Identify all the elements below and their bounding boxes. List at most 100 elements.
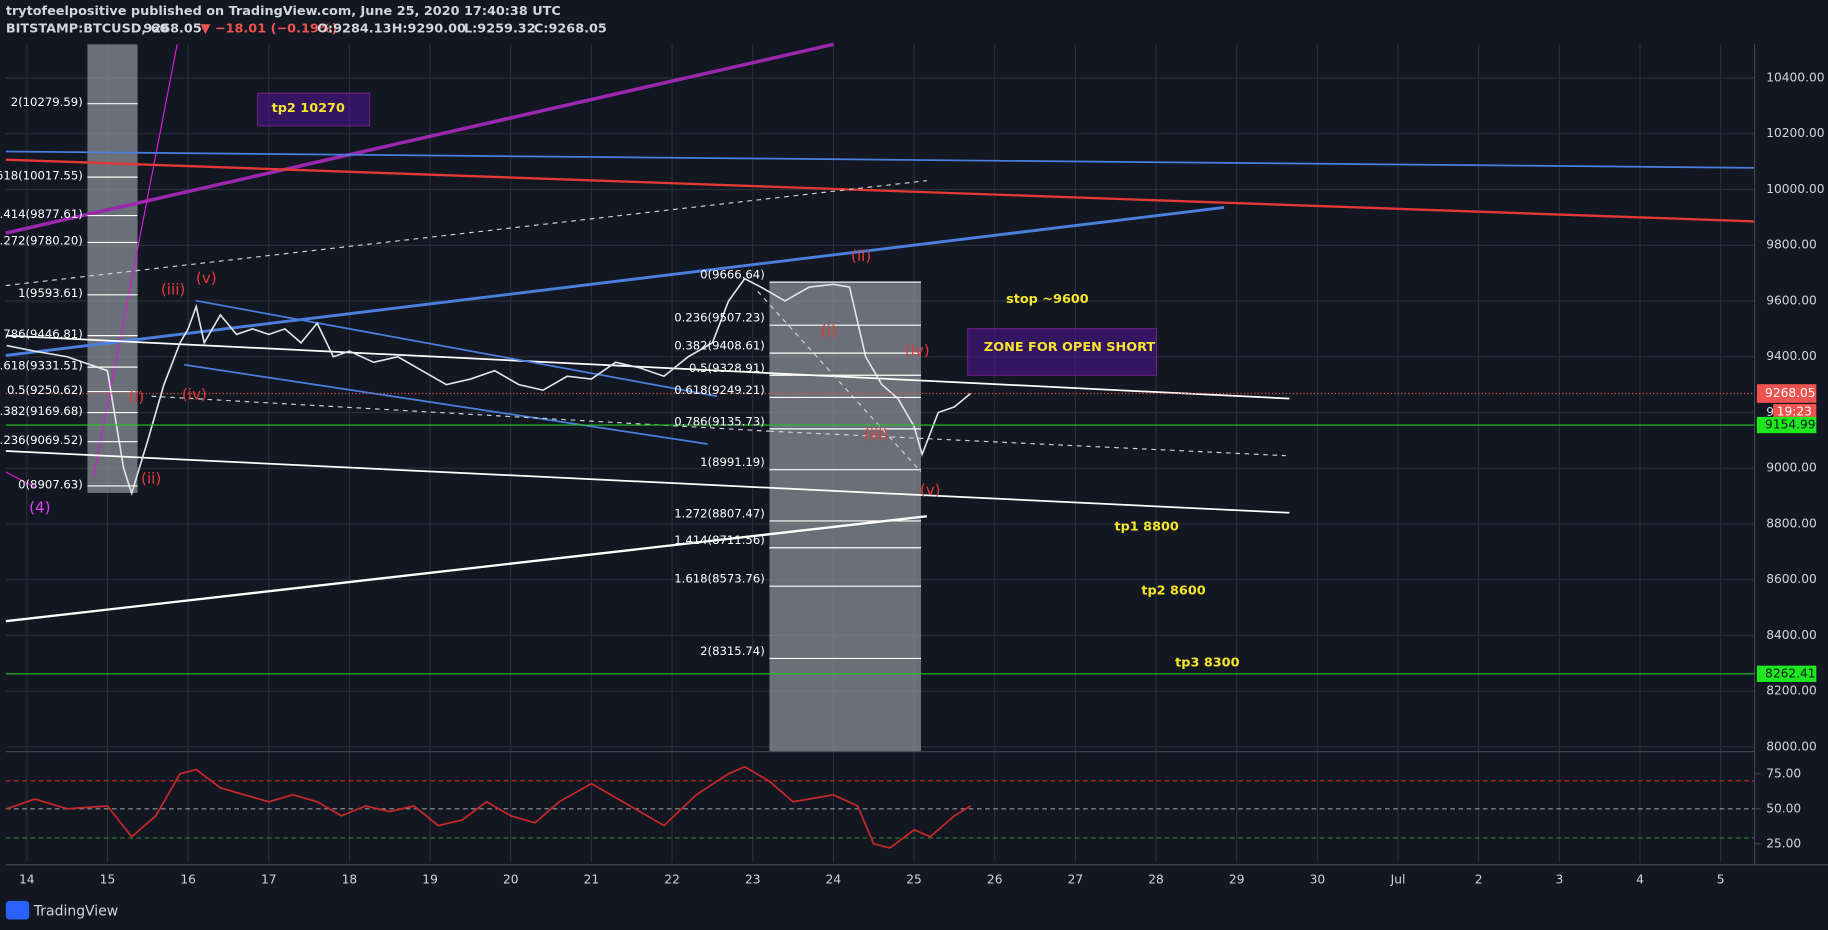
y-tick-label: 10000.00 bbox=[1766, 182, 1824, 196]
fib-label: 1(9593.61) bbox=[18, 286, 83, 300]
x-tick-label: 27 bbox=[1068, 872, 1084, 886]
symbol: BITSTAMP:BTCUSD, 60 bbox=[6, 22, 169, 37]
fib-label: 786(9446.81) bbox=[3, 327, 82, 341]
annotation: stop ~9600 bbox=[1006, 292, 1089, 307]
fib-label: 0.382(9169.68) bbox=[0, 404, 83, 418]
trend-line bbox=[5, 515, 927, 623]
fib-label: 2(10279.59) bbox=[11, 95, 83, 109]
fib-label: 2(8315.74) bbox=[700, 644, 765, 658]
trend-line bbox=[757, 290, 922, 473]
logo bbox=[5, 900, 30, 920]
fib-label: 0.5(9250.62) bbox=[7, 383, 83, 397]
price: 9268.05 bbox=[143, 22, 201, 37]
rsi-tick-label: 50.00 bbox=[1766, 801, 1801, 815]
trend-line bbox=[195, 299, 718, 398]
fib-label: 618(10017.55) bbox=[0, 168, 83, 182]
fib-label: 1.618(8573.76) bbox=[674, 572, 765, 586]
y-tick-label: 8000.00 bbox=[1766, 739, 1817, 753]
level-badge-label: 9154.99 bbox=[1765, 418, 1816, 432]
ohlc: O:9284.13 bbox=[317, 22, 391, 37]
trend-line bbox=[5, 42, 834, 235]
countdown-badge bbox=[1773, 404, 1817, 421]
x-tick-label: 17 bbox=[261, 872, 277, 886]
fib-label: 0.786(9135.73) bbox=[674, 414, 765, 428]
y-tick-label: 8800.00 bbox=[1766, 516, 1817, 530]
fib-label: 1(8991.19) bbox=[700, 455, 765, 469]
rsi-tick-label: 25.00 bbox=[1766, 836, 1801, 850]
x-tick-label: 4 bbox=[1636, 872, 1644, 886]
fib-label: 0.618(9331.51) bbox=[0, 358, 83, 372]
wave-label: (iv) bbox=[905, 341, 930, 359]
trend-line bbox=[769, 430, 1286, 457]
fib-label: 1.414(8711.56) bbox=[674, 533, 765, 547]
trend-line bbox=[5, 205, 1225, 357]
rsi-line bbox=[6, 765, 971, 849]
fib-label: 0(8907.63) bbox=[18, 477, 83, 491]
y-tick-label: 9400.00 bbox=[1766, 349, 1817, 363]
y-tick-label: 10400.00 bbox=[1766, 71, 1824, 85]
x-tick-label: 28 bbox=[1148, 872, 1164, 886]
wave-label: (i) bbox=[821, 321, 837, 339]
y-tick-label: 9000.00 bbox=[1766, 461, 1817, 475]
wave-label: (iii) bbox=[864, 425, 888, 443]
author-line: trytofeelpositive published on TradingVi… bbox=[6, 4, 561, 19]
countdown: 19:23 bbox=[1777, 405, 1812, 419]
price-line bbox=[6, 277, 972, 497]
annotation: tp3 8300 bbox=[1175, 656, 1239, 671]
y-tick-label: 9800.00 bbox=[1766, 238, 1817, 252]
annotation: tp1 8800 bbox=[1115, 519, 1179, 534]
y-tick-label: 8400.00 bbox=[1766, 628, 1817, 642]
x-tick-label: 25 bbox=[906, 872, 922, 886]
price-badge-label: 9268.05 bbox=[1765, 386, 1816, 400]
fib-label: 0.236(9069.52) bbox=[0, 433, 83, 447]
annotation: tp2 10270 bbox=[272, 101, 345, 116]
trend-line bbox=[5, 158, 1755, 223]
fib-label: 0.5(9328.91) bbox=[689, 361, 765, 375]
x-tick-label: 14 bbox=[19, 872, 35, 886]
x-tick-label: 22 bbox=[664, 872, 680, 886]
fib-label: 0.618(9249.21) bbox=[674, 383, 765, 397]
wave-label: (v) bbox=[196, 269, 217, 287]
fib-label: .414(9877.61) bbox=[0, 207, 83, 221]
fib-band bbox=[769, 282, 921, 752]
y-tick-label: 10200.00 bbox=[1766, 126, 1824, 140]
level-badge bbox=[1756, 416, 1817, 434]
fib-band bbox=[87, 44, 138, 493]
fib-label: .272(9780.20) bbox=[0, 234, 83, 248]
trend-line bbox=[92, 44, 178, 478]
x-tick-label: 3 bbox=[1555, 872, 1563, 886]
x-tick-label: 21 bbox=[584, 872, 600, 886]
ohlc: C:9268.05 bbox=[534, 22, 607, 37]
x-tick-label: 18 bbox=[342, 872, 358, 886]
price-badge bbox=[1756, 384, 1817, 403]
brand: TradingView bbox=[33, 903, 118, 919]
wave-label: (ii) bbox=[141, 469, 161, 487]
wave-label: (4) bbox=[29, 499, 50, 517]
trend-line bbox=[184, 363, 708, 445]
trend-line bbox=[5, 334, 1290, 400]
x-tick-label: 2 bbox=[1475, 872, 1483, 886]
y-tick-label: 9600.00 bbox=[1766, 293, 1817, 307]
level-badge bbox=[1756, 665, 1817, 682]
x-tick-label: 29 bbox=[1229, 872, 1245, 886]
x-tick-label: 24 bbox=[826, 872, 842, 886]
fib-label: 0.382(9408.61) bbox=[674, 339, 765, 353]
wave-label: (v) bbox=[920, 481, 941, 499]
wave-label: (ii) bbox=[851, 247, 871, 265]
x-tick-label: 16 bbox=[180, 872, 196, 886]
x-tick-label: 19 bbox=[422, 872, 438, 886]
x-tick-label: 5 bbox=[1717, 872, 1725, 886]
x-tick-label: 15 bbox=[100, 872, 116, 886]
annotation: ZONE FOR OPEN SHORT bbox=[984, 340, 1155, 355]
ohlc: H:9290.00 bbox=[392, 22, 466, 37]
trend-line bbox=[5, 150, 1755, 169]
x-tick-label: 26 bbox=[987, 872, 1003, 886]
rsi-tick-label: 75.00 bbox=[1766, 766, 1801, 780]
x-tick-label: 20 bbox=[503, 872, 519, 886]
x-tick-label: Jul bbox=[1390, 872, 1406, 886]
fib-label: 0(9666.64) bbox=[700, 268, 765, 282]
ohlc: L:9259.32 bbox=[464, 22, 536, 37]
fib-label: 0.236(9507.23) bbox=[674, 311, 765, 325]
annotation-box bbox=[257, 92, 371, 127]
y-tick-label: 8200.00 bbox=[1766, 684, 1817, 698]
